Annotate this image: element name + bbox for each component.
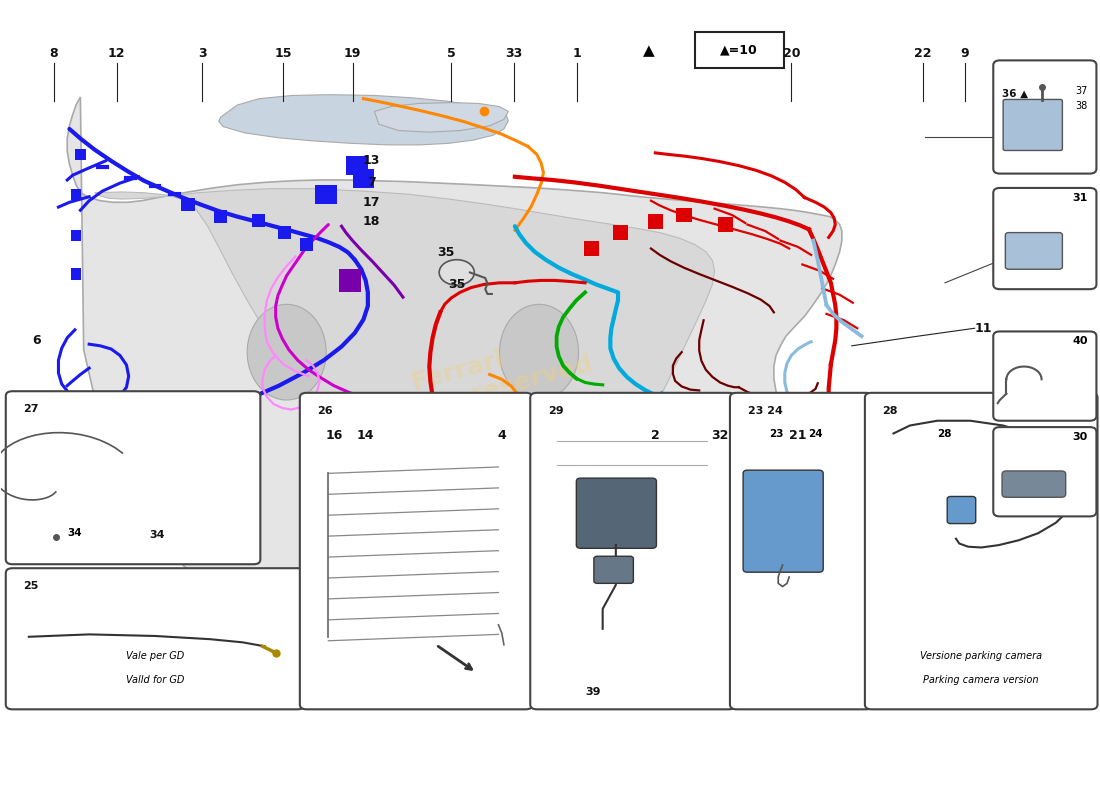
Text: 24: 24 bbox=[807, 430, 823, 439]
Text: 27: 27 bbox=[23, 404, 38, 414]
Text: 31: 31 bbox=[1072, 193, 1088, 202]
FancyBboxPatch shape bbox=[530, 393, 736, 710]
Text: ▲=10: ▲=10 bbox=[720, 43, 758, 57]
Text: 28: 28 bbox=[882, 406, 898, 415]
FancyBboxPatch shape bbox=[70, 189, 81, 200]
Polygon shape bbox=[67, 97, 842, 662]
Text: 35: 35 bbox=[437, 246, 454, 259]
FancyBboxPatch shape bbox=[345, 156, 367, 175]
Text: 22: 22 bbox=[914, 46, 932, 60]
Text: 6: 6 bbox=[32, 334, 41, 346]
FancyBboxPatch shape bbox=[993, 188, 1097, 289]
Text: 1: 1 bbox=[573, 46, 582, 60]
FancyBboxPatch shape bbox=[300, 238, 313, 251]
Text: 12: 12 bbox=[108, 46, 125, 60]
Text: 28: 28 bbox=[937, 430, 952, 439]
Polygon shape bbox=[95, 189, 715, 482]
FancyBboxPatch shape bbox=[865, 393, 1098, 710]
Text: 37: 37 bbox=[1076, 86, 1088, 96]
Text: 19: 19 bbox=[344, 46, 361, 60]
FancyBboxPatch shape bbox=[584, 242, 600, 256]
FancyBboxPatch shape bbox=[339, 270, 361, 291]
FancyBboxPatch shape bbox=[695, 33, 783, 67]
Text: 3: 3 bbox=[198, 46, 207, 60]
Text: 29: 29 bbox=[548, 406, 563, 415]
FancyBboxPatch shape bbox=[214, 210, 228, 223]
FancyBboxPatch shape bbox=[75, 149, 86, 160]
FancyBboxPatch shape bbox=[947, 497, 976, 523]
Text: Parking camera version: Parking camera version bbox=[924, 674, 1040, 685]
Text: 8: 8 bbox=[50, 46, 58, 60]
Polygon shape bbox=[219, 94, 508, 145]
FancyBboxPatch shape bbox=[352, 169, 374, 188]
FancyBboxPatch shape bbox=[993, 331, 1097, 421]
FancyBboxPatch shape bbox=[1003, 99, 1063, 150]
FancyBboxPatch shape bbox=[182, 198, 195, 211]
Text: 4: 4 bbox=[497, 430, 506, 442]
FancyBboxPatch shape bbox=[993, 427, 1097, 516]
Text: 34: 34 bbox=[67, 527, 81, 538]
Text: 11: 11 bbox=[975, 322, 992, 334]
FancyBboxPatch shape bbox=[278, 226, 292, 239]
FancyBboxPatch shape bbox=[300, 393, 532, 710]
FancyBboxPatch shape bbox=[70, 230, 81, 242]
Text: 23 24: 23 24 bbox=[748, 406, 782, 415]
Text: 21: 21 bbox=[789, 430, 806, 442]
Text: 39: 39 bbox=[585, 686, 601, 697]
Polygon shape bbox=[374, 102, 508, 132]
Text: 5: 5 bbox=[447, 46, 455, 60]
Text: 20: 20 bbox=[782, 46, 800, 60]
FancyBboxPatch shape bbox=[730, 393, 872, 710]
Text: 34: 34 bbox=[150, 530, 165, 539]
FancyBboxPatch shape bbox=[993, 60, 1097, 174]
Text: ▲: ▲ bbox=[642, 43, 654, 58]
Text: 32: 32 bbox=[712, 430, 729, 442]
Circle shape bbox=[439, 260, 474, 286]
Text: 35: 35 bbox=[448, 278, 465, 291]
FancyBboxPatch shape bbox=[718, 218, 734, 232]
FancyBboxPatch shape bbox=[676, 208, 692, 222]
FancyBboxPatch shape bbox=[714, 423, 729, 438]
FancyBboxPatch shape bbox=[576, 478, 657, 548]
FancyBboxPatch shape bbox=[437, 418, 452, 433]
Text: Ferrari
All rights reserved: Ferrari All rights reserved bbox=[329, 325, 595, 443]
FancyBboxPatch shape bbox=[6, 391, 261, 564]
Ellipse shape bbox=[248, 304, 327, 400]
Text: 23: 23 bbox=[769, 430, 784, 439]
Text: 26: 26 bbox=[318, 406, 333, 415]
FancyBboxPatch shape bbox=[70, 269, 81, 280]
Text: 18: 18 bbox=[363, 215, 379, 228]
Text: Vale per GD: Vale per GD bbox=[125, 650, 184, 661]
Polygon shape bbox=[341, 514, 673, 649]
Text: 14: 14 bbox=[356, 430, 374, 442]
FancyBboxPatch shape bbox=[1005, 233, 1063, 270]
FancyBboxPatch shape bbox=[594, 556, 634, 583]
Text: 33: 33 bbox=[505, 46, 522, 60]
Text: 25: 25 bbox=[23, 581, 38, 591]
FancyBboxPatch shape bbox=[613, 226, 628, 240]
Text: 40: 40 bbox=[1072, 336, 1088, 346]
FancyBboxPatch shape bbox=[6, 568, 305, 710]
Text: 2: 2 bbox=[651, 430, 660, 442]
Text: 30: 30 bbox=[1072, 432, 1088, 442]
Text: 16: 16 bbox=[326, 430, 342, 442]
FancyBboxPatch shape bbox=[744, 470, 823, 572]
FancyBboxPatch shape bbox=[1002, 471, 1066, 498]
Text: 38: 38 bbox=[1076, 101, 1088, 111]
FancyBboxPatch shape bbox=[316, 185, 337, 204]
FancyBboxPatch shape bbox=[648, 214, 663, 229]
Text: Versione parking camera: Versione parking camera bbox=[920, 650, 1043, 661]
Text: 17: 17 bbox=[362, 196, 380, 209]
Text: 36 ▲: 36 ▲ bbox=[1002, 89, 1028, 99]
FancyBboxPatch shape bbox=[252, 214, 265, 227]
Text: 13: 13 bbox=[363, 154, 379, 167]
Text: 15: 15 bbox=[275, 46, 293, 60]
Ellipse shape bbox=[499, 304, 579, 400]
FancyBboxPatch shape bbox=[683, 422, 698, 436]
Text: Valld for GD: Valld for GD bbox=[125, 674, 184, 685]
Text: 9: 9 bbox=[960, 46, 969, 60]
Text: 7: 7 bbox=[366, 176, 375, 189]
